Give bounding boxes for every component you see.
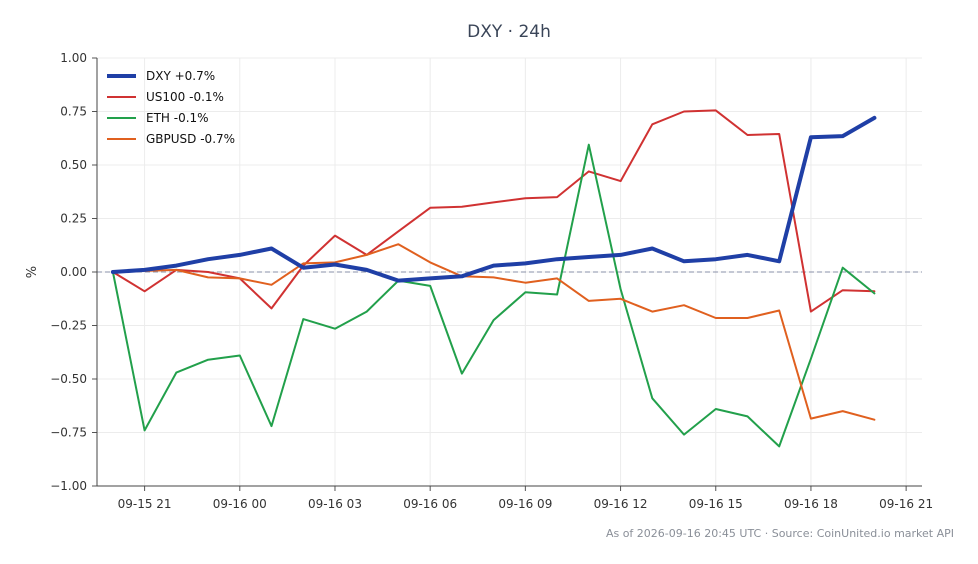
legend-label-0: DXY +0.7% xyxy=(146,69,215,83)
x-tick-label: 09-16 18 xyxy=(784,497,838,511)
x-tick-label: 09-16 00 xyxy=(213,497,267,511)
series-line-3 xyxy=(111,243,876,421)
x-tick-label: 09-16 06 xyxy=(403,497,457,511)
x-tick-label: 09-16 09 xyxy=(498,497,552,511)
x-tick-label: 09-15 21 xyxy=(118,497,172,511)
y-tick-label: 0.25 xyxy=(60,212,87,226)
chart-title: DXY · 24h xyxy=(467,22,551,42)
series-line-2 xyxy=(111,143,876,448)
axes: 1.00 0.75 0.50 0.25 0.00 −0.25 −0.50 −0.75 −1.00… xyxy=(50,51,933,511)
x-tick-label: 09-16 03 xyxy=(308,497,362,511)
legend-label-3: GBPUSD -0.7% xyxy=(146,132,235,146)
y-tick-label: −1.00 xyxy=(50,479,87,493)
y-axis-label: % xyxy=(25,266,40,278)
grid-lines xyxy=(97,57,922,487)
y-tick-label: 0.50 xyxy=(60,158,87,172)
x-tick-label: 09-16 12 xyxy=(594,497,648,511)
y-tick-label: −0.50 xyxy=(50,372,87,386)
y-tick-label: 0.75 xyxy=(60,105,87,119)
legend-label-2: ETH -0.1% xyxy=(146,111,209,125)
source-footnote: As of 2026-09-16 20:45 UTC · Source: Coi… xyxy=(606,527,954,540)
y-tick-label: 1.00 xyxy=(60,51,87,65)
y-tick-label: −0.75 xyxy=(50,426,87,440)
series-lines xyxy=(110,109,877,448)
legend-label-1: US100 -0.1% xyxy=(146,90,224,104)
legend: DXY +0.7% US100 -0.1% ETH -0.1% GBPUSD -0.7… xyxy=(107,69,235,146)
y-tick-label: 0.00 xyxy=(60,265,87,279)
y-tick-label: −0.25 xyxy=(50,319,87,333)
series-line-0 xyxy=(110,115,877,283)
x-tick-label: 09-16 15 xyxy=(689,497,743,511)
x-tick-label: 09-16 21 xyxy=(879,497,933,511)
